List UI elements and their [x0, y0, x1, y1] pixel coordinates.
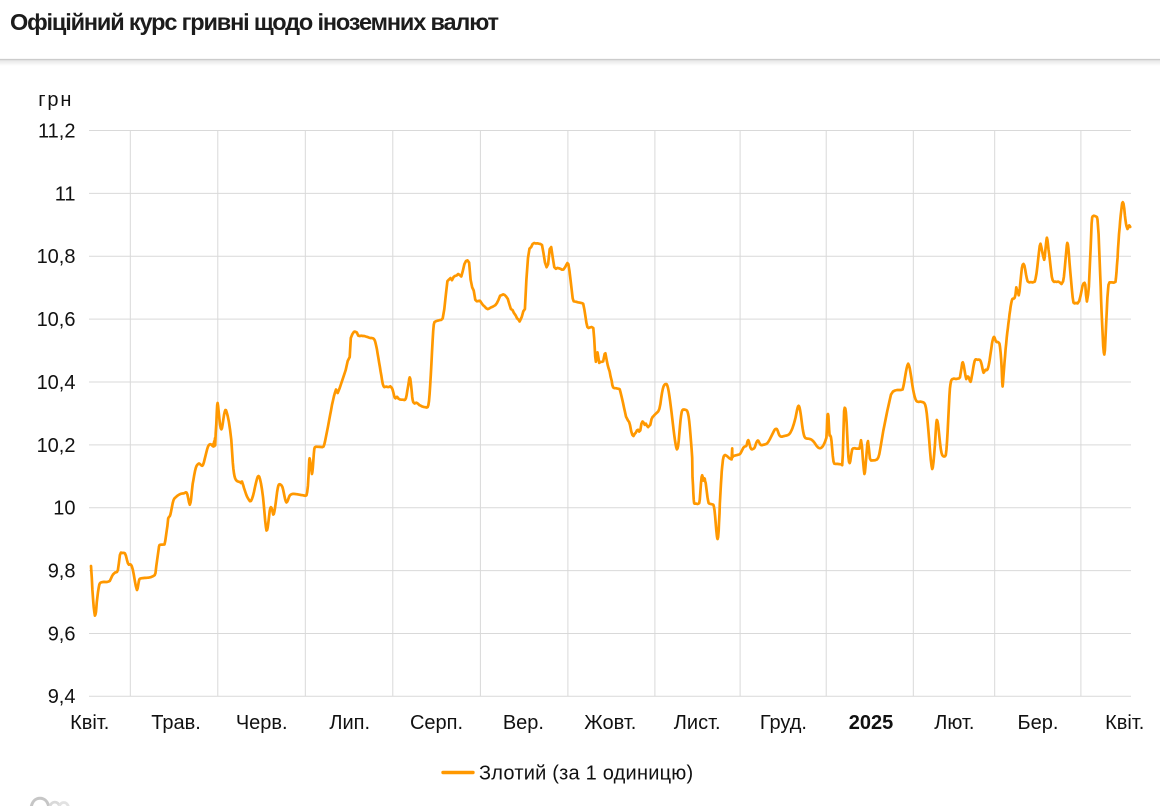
svg-text:Трав.: Трав.: [151, 712, 201, 734]
svg-text:Квіт.: Квіт.: [1105, 712, 1144, 734]
svg-text:Вер.: Вер.: [503, 712, 544, 734]
svg-text:Груд.: Груд.: [760, 712, 807, 734]
svg-text:Злотий (за 1 одиницю): Злотий (за 1 одиницю): [479, 763, 693, 785]
svg-text:9,8: 9,8: [48, 561, 76, 583]
svg-text:Серп.: Серп.: [410, 712, 463, 734]
svg-text:Лют.: Лют.: [934, 712, 974, 734]
svg-text:10,2: 10,2: [37, 435, 76, 457]
svg-text:9,4: 9,4: [48, 686, 76, 708]
svg-text:11,2: 11,2: [38, 120, 75, 142]
svg-text:10,6: 10,6: [37, 309, 76, 331]
svg-text:Лист.: Лист.: [674, 712, 721, 734]
svg-text:2025: 2025: [849, 712, 894, 734]
svg-text:11: 11: [55, 183, 76, 205]
svg-text:Черв.: Черв.: [236, 712, 288, 734]
svg-text:Лип.: Лип.: [329, 712, 370, 734]
svg-text:Квіт.: Квіт.: [70, 712, 109, 734]
svg-text:Офіційний курс гривні щодо іно: Офіційний курс гривні щодо іноземних вал…: [10, 9, 499, 35]
svg-text:Бер.: Бер.: [1018, 712, 1059, 734]
svg-text:10,8: 10,8: [37, 246, 76, 268]
svg-text:10,4: 10,4: [37, 372, 76, 394]
svg-text:10: 10: [53, 498, 75, 520]
svg-text:грн: грн: [38, 89, 73, 111]
svg-text:Жовт.: Жовт.: [584, 712, 636, 734]
svg-text:9,6: 9,6: [48, 623, 76, 645]
